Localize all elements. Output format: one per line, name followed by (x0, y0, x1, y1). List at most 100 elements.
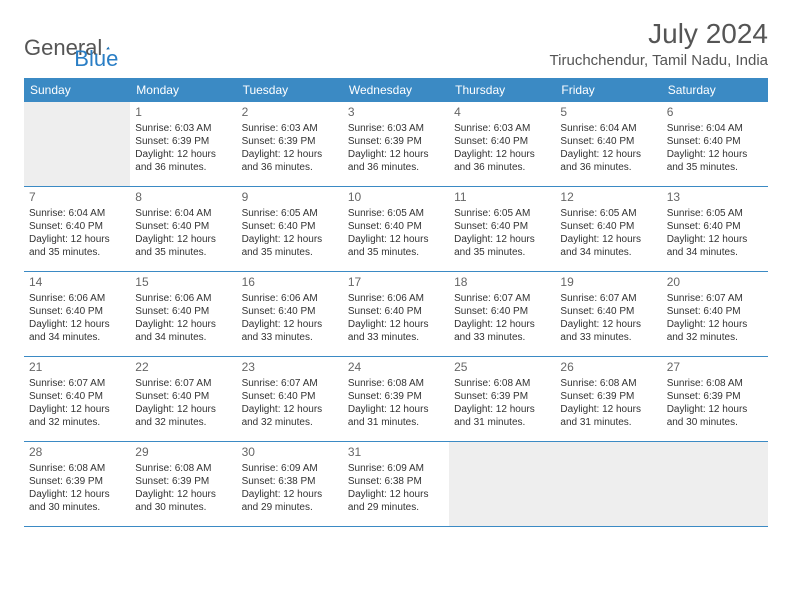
calendar-cell: 17Sunrise: 6:06 AMSunset: 6:40 PMDayligh… (343, 272, 449, 356)
day-sunset: Sunset: 6:40 PM (454, 220, 550, 233)
day-number: 13 (667, 190, 763, 206)
day-sunset: Sunset: 6:39 PM (135, 475, 231, 488)
day-daylight1: Daylight: 12 hours (348, 233, 444, 246)
day-number: 7 (29, 190, 125, 206)
calendar-cell: 29Sunrise: 6:08 AMSunset: 6:39 PMDayligh… (130, 442, 236, 526)
day-daylight1: Daylight: 12 hours (454, 403, 550, 416)
day-number: 16 (242, 275, 338, 291)
calendar-cell: 7Sunrise: 6:04 AMSunset: 6:40 PMDaylight… (24, 187, 130, 271)
day-daylight2: and 35 minutes. (454, 246, 550, 259)
weekday-wed: Wednesday (343, 78, 449, 102)
weekday-thu: Thursday (449, 78, 555, 102)
day-sunrise: Sunrise: 6:04 AM (135, 207, 231, 220)
calendar-cell: 22Sunrise: 6:07 AMSunset: 6:40 PMDayligh… (130, 357, 236, 441)
day-sunset: Sunset: 6:40 PM (560, 305, 656, 318)
day-daylight1: Daylight: 12 hours (348, 148, 444, 161)
day-daylight2: and 31 minutes. (348, 416, 444, 429)
day-sunset: Sunset: 6:39 PM (667, 390, 763, 403)
day-sunset: Sunset: 6:40 PM (242, 305, 338, 318)
day-sunrise: Sunrise: 6:04 AM (667, 122, 763, 135)
day-sunset: Sunset: 6:38 PM (348, 475, 444, 488)
day-sunset: Sunset: 6:40 PM (135, 390, 231, 403)
day-number: 9 (242, 190, 338, 206)
day-sunrise: Sunrise: 6:08 AM (667, 377, 763, 390)
weekday-fri: Friday (555, 78, 661, 102)
calendar-cell: 1Sunrise: 6:03 AMSunset: 6:39 PMDaylight… (130, 102, 236, 186)
calendar-cell: 26Sunrise: 6:08 AMSunset: 6:39 PMDayligh… (555, 357, 661, 441)
day-sunrise: Sunrise: 6:03 AM (348, 122, 444, 135)
calendar-body: 1Sunrise: 6:03 AMSunset: 6:39 PMDaylight… (24, 102, 768, 527)
day-daylight2: and 32 minutes. (29, 416, 125, 429)
day-daylight2: and 33 minutes. (242, 331, 338, 344)
day-sunrise: Sunrise: 6:08 AM (454, 377, 550, 390)
day-daylight2: and 35 minutes. (348, 246, 444, 259)
day-sunrise: Sunrise: 6:04 AM (29, 207, 125, 220)
day-daylight1: Daylight: 12 hours (454, 233, 550, 246)
day-daylight1: Daylight: 12 hours (135, 148, 231, 161)
calendar-cell: 24Sunrise: 6:08 AMSunset: 6:39 PMDayligh… (343, 357, 449, 441)
calendar-cell-empty (662, 442, 768, 526)
day-sunset: Sunset: 6:40 PM (667, 305, 763, 318)
day-number: 20 (667, 275, 763, 291)
day-number: 22 (135, 360, 231, 376)
day-sunrise: Sunrise: 6:06 AM (348, 292, 444, 305)
day-daylight2: and 33 minutes. (454, 331, 550, 344)
day-number: 10 (348, 190, 444, 206)
day-sunset: Sunset: 6:39 PM (242, 135, 338, 148)
day-daylight1: Daylight: 12 hours (29, 488, 125, 501)
day-daylight1: Daylight: 12 hours (560, 148, 656, 161)
calendar-cell: 18Sunrise: 6:07 AMSunset: 6:40 PMDayligh… (449, 272, 555, 356)
day-sunset: Sunset: 6:39 PM (29, 475, 125, 488)
day-number: 2 (242, 105, 338, 121)
day-number: 4 (454, 105, 550, 121)
day-daylight2: and 34 minutes. (560, 246, 656, 259)
day-daylight2: and 34 minutes. (135, 331, 231, 344)
day-number: 6 (667, 105, 763, 121)
day-daylight1: Daylight: 12 hours (454, 318, 550, 331)
day-daylight2: and 36 minutes. (454, 161, 550, 174)
day-daylight1: Daylight: 12 hours (135, 233, 231, 246)
day-sunrise: Sunrise: 6:04 AM (560, 122, 656, 135)
day-daylight1: Daylight: 12 hours (242, 148, 338, 161)
day-sunrise: Sunrise: 6:07 AM (454, 292, 550, 305)
day-number: 8 (135, 190, 231, 206)
day-sunset: Sunset: 6:40 PM (560, 135, 656, 148)
calendar-row: 1Sunrise: 6:03 AMSunset: 6:39 PMDaylight… (24, 102, 768, 187)
day-sunrise: Sunrise: 6:06 AM (29, 292, 125, 305)
day-sunrise: Sunrise: 6:07 AM (135, 377, 231, 390)
calendar-row: 7Sunrise: 6:04 AMSunset: 6:40 PMDaylight… (24, 187, 768, 272)
day-sunrise: Sunrise: 6:05 AM (560, 207, 656, 220)
day-daylight1: Daylight: 12 hours (29, 318, 125, 331)
weekday-header: Sunday Monday Tuesday Wednesday Thursday… (24, 78, 768, 102)
day-sunset: Sunset: 6:40 PM (29, 305, 125, 318)
location: Tiruchchendur, Tamil Nadu, India (550, 52, 768, 69)
day-sunset: Sunset: 6:40 PM (348, 305, 444, 318)
calendar-cell-empty (555, 442, 661, 526)
day-number: 14 (29, 275, 125, 291)
day-number: 1 (135, 105, 231, 121)
day-daylight1: Daylight: 12 hours (667, 403, 763, 416)
day-daylight2: and 36 minutes. (348, 161, 444, 174)
day-number: 30 (242, 445, 338, 461)
calendar-cell: 25Sunrise: 6:08 AMSunset: 6:39 PMDayligh… (449, 357, 555, 441)
calendar-cell: 15Sunrise: 6:06 AMSunset: 6:40 PMDayligh… (130, 272, 236, 356)
day-number: 28 (29, 445, 125, 461)
day-sunset: Sunset: 6:40 PM (454, 305, 550, 318)
weekday-mon: Monday (130, 78, 236, 102)
day-number: 24 (348, 360, 444, 376)
day-daylight1: Daylight: 12 hours (348, 318, 444, 331)
day-daylight2: and 36 minutes. (560, 161, 656, 174)
day-number: 26 (560, 360, 656, 376)
day-number: 23 (242, 360, 338, 376)
day-number: 3 (348, 105, 444, 121)
day-sunset: Sunset: 6:40 PM (29, 390, 125, 403)
calendar-cell: 4Sunrise: 6:03 AMSunset: 6:40 PMDaylight… (449, 102, 555, 186)
calendar-cell: 19Sunrise: 6:07 AMSunset: 6:40 PMDayligh… (555, 272, 661, 356)
title-block: July 2024 Tiruchchendur, Tamil Nadu, Ind… (550, 18, 768, 69)
day-daylight1: Daylight: 12 hours (560, 233, 656, 246)
calendar-cell: 13Sunrise: 6:05 AMSunset: 6:40 PMDayligh… (662, 187, 768, 271)
day-daylight2: and 34 minutes. (29, 331, 125, 344)
day-sunrise: Sunrise: 6:05 AM (454, 207, 550, 220)
day-daylight1: Daylight: 12 hours (242, 318, 338, 331)
day-daylight2: and 29 minutes. (348, 501, 444, 514)
